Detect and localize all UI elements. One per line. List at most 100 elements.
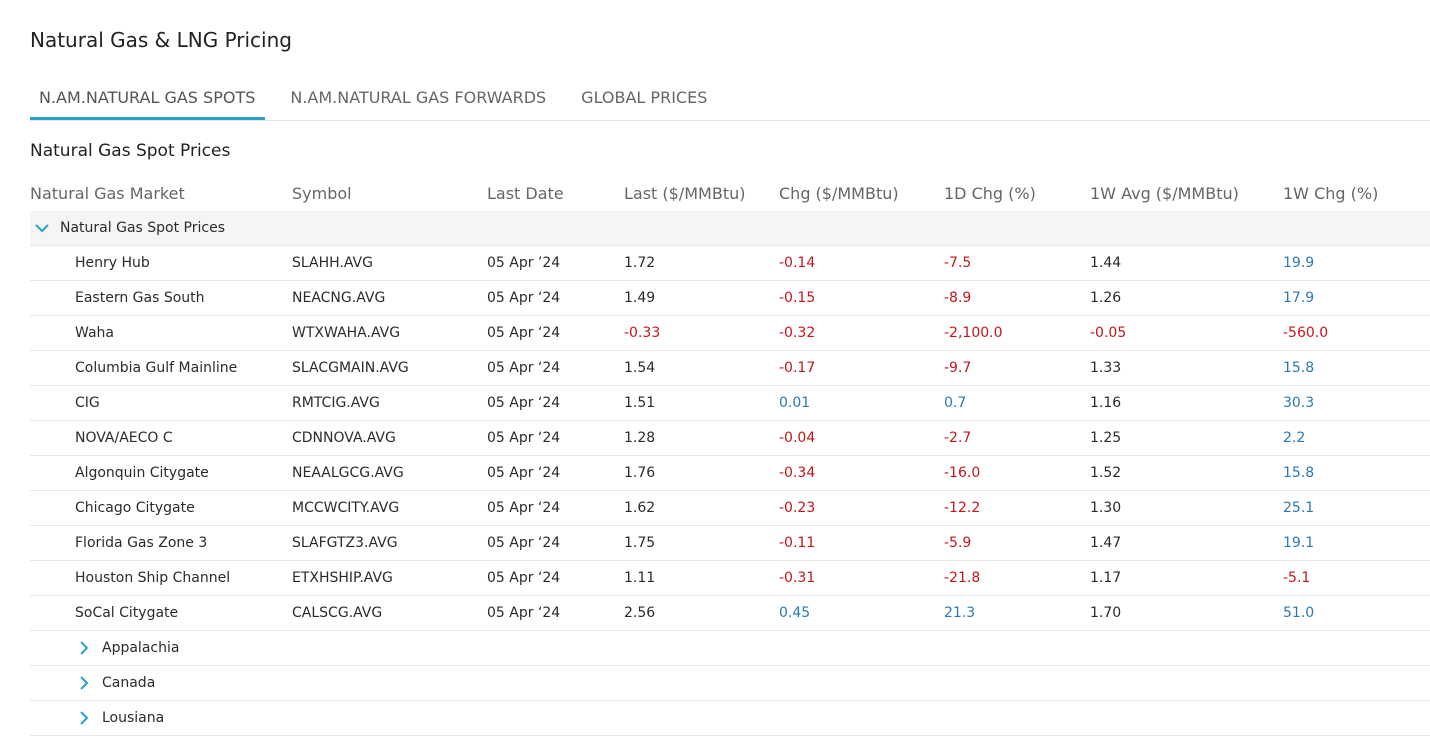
header-row: Natural Gas Market Symbol Last Date Last ($… — [30, 176, 1430, 211]
tab[interactable]: N.AM.NATURAL GAS FORWARDS — [290, 88, 547, 107]
table-cell: 1.76 — [624, 465, 656, 481]
group-row[interactable]: Canada — [30, 666, 1430, 701]
chevron-icon — [80, 641, 89, 655]
column-header[interactable]: 1D Chg (%) — [944, 184, 1036, 203]
table-cell: 1.47 — [1090, 535, 1122, 551]
chevron-right — [80, 641, 89, 655]
table-cell: 05 Apr ‘24 — [487, 570, 561, 586]
data-row: Algonquin Citygate NEAALGCG.AVG 05 Apr ‘24… — [30, 456, 1430, 491]
column-header[interactable]: Natural Gas Market — [30, 184, 185, 203]
table-cell: 1.11 — [624, 570, 656, 586]
table-cell: WTXWAHA.AVG — [292, 325, 401, 341]
table-cell: -0.04 — [779, 430, 816, 446]
column-header[interactable]: 1W Chg (%) — [1283, 184, 1379, 203]
table-cell: 1.75 — [624, 535, 656, 551]
table-cell: SoCal Citygate — [75, 605, 179, 621]
group-row[interactable]: Natural Gas Spot Prices — [30, 211, 1430, 246]
column-header[interactable]: Chg ($/MMBtu) — [779, 184, 899, 203]
group-row[interactable]: Lousiana — [30, 701, 1430, 736]
column-header[interactable]: 1W Avg ($/MMBtu) — [1090, 184, 1239, 203]
table-cell: NOVA/AECO C — [75, 430, 173, 446]
group-label: Canada — [102, 675, 156, 691]
data-row: Henry Hub SLAHH.AVG 05 Apr ’24 1.72 -0.14 -7.… — [30, 246, 1430, 281]
table-cell: -8.9 — [944, 290, 972, 306]
page-title: Natural Gas & LNG Pricing — [30, 28, 292, 52]
tab[interactable]: N.AM.NATURAL GAS SPOTS — [30, 78, 266, 120]
table-cell: Florida Gas Zone 3 — [75, 535, 208, 551]
data-row: Houston Ship Channel ETXHSHIP.AVG 05 Apr ‘… — [30, 561, 1430, 596]
table-cell: 0.01 — [779, 395, 811, 411]
table-cell: 1.62 — [624, 500, 656, 516]
table-cell: 1.44 — [1090, 255, 1122, 271]
table-cell: 05 Apr ‘24 — [487, 500, 561, 516]
table-cell: 05 Apr ‘24 — [487, 605, 561, 621]
table-cell: -560.0 — [1283, 325, 1329, 341]
data-row: Chicago Citygate MCCWCITY.AVG 05 Apr ‘24 1.… — [30, 491, 1430, 526]
table-cell: -21.8 — [944, 570, 981, 586]
table-cell: 1.33 — [1090, 360, 1122, 376]
table-cell: 2.56 — [624, 605, 656, 621]
table-cell: 25.1 — [1283, 500, 1315, 516]
table-cell: Houston Ship Channel — [75, 570, 231, 586]
table-cell: -5.1 — [1283, 570, 1311, 586]
table-cell: 1.17 — [1090, 570, 1122, 586]
chevron-down — [35, 224, 49, 233]
table-cell: CALSCG.AVG — [292, 605, 383, 621]
table-cell: -0.31 — [779, 570, 816, 586]
data-row: Florida Gas Zone 3 SLAFGTZ3.AVG 05 Apr ‘24… — [30, 526, 1430, 561]
table-cell: MCCWCITY.AVG — [292, 500, 400, 516]
group-row[interactable]: Appalachia — [30, 631, 1430, 666]
data-row: Waha WTXWAHA.AVG 05 Apr ‘24 -0.33 -0.32 -2,10… — [30, 316, 1430, 351]
chevron-icon — [80, 676, 89, 690]
table-cell: NEAALGCG.AVG — [292, 465, 404, 481]
tab[interactable]: GLOBAL PRICES — [581, 88, 708, 107]
data-row: Columbia Gulf Mainline SLACGMAIN.AVG 05 Ap… — [30, 351, 1430, 386]
table-cell: SLAFGTZ3.AVG — [292, 535, 398, 551]
table-cell: -5.9 — [944, 535, 972, 551]
table-cell: -0.32 — [779, 325, 816, 341]
table-cell: -12.2 — [944, 500, 981, 516]
tab-bar: N.AM.NATURAL GAS SPOTS N.AM.NATURAL GAS F… — [30, 78, 1430, 121]
table-cell: -9.7 — [944, 360, 972, 376]
table-cell: 05 Apr ‘24 — [487, 465, 561, 481]
table-cell: SLACGMAIN.AVG — [292, 360, 409, 376]
chevron-right — [80, 676, 89, 690]
table-cell: 15.8 — [1283, 360, 1315, 376]
chevron-icon — [35, 224, 49, 233]
table-cell: 21.3 — [944, 605, 976, 621]
table-cell: 05 Apr ‘24 — [487, 430, 561, 446]
column-header[interactable]: Symbol — [292, 184, 352, 203]
data-row: Eastern Gas South NEACNG.AVG 05 Apr ‘24 1.4… — [30, 281, 1430, 316]
table-cell: -2,100.0 — [944, 325, 1003, 341]
table-cell: -0.11 — [779, 535, 816, 551]
chevron-right — [80, 711, 89, 725]
table-cell: -0.14 — [779, 255, 816, 271]
table-cell: CIG — [75, 395, 100, 411]
data-row: CIG RMTCIG.AVG 05 Apr ‘24 1.51 0.01 0.7 1.16 30… — [30, 386, 1430, 421]
table-cell: 0.45 — [779, 605, 811, 621]
table-cell: 0.7 — [944, 395, 967, 411]
table-cell: Waha — [75, 325, 114, 341]
table-cell: Henry Hub — [75, 255, 150, 271]
table-cell: -0.15 — [779, 290, 816, 306]
column-header[interactable]: Last Date — [487, 184, 564, 203]
table-cell: Columbia Gulf Mainline — [75, 360, 238, 376]
group-label: Appalachia — [102, 640, 180, 656]
table-cell: 1.72 — [624, 255, 656, 271]
table-cell: -0.34 — [779, 465, 816, 481]
table-cell: 05 Apr ‘24 — [487, 325, 561, 341]
table-cell: 1.28 — [624, 430, 656, 446]
table-cell: NEACNG.AVG — [292, 290, 386, 306]
table-cell: -0.23 — [779, 500, 816, 516]
table-cell: 1.70 — [1090, 605, 1122, 621]
table-cell: 30.3 — [1283, 395, 1315, 411]
table-cell: 1.49 — [624, 290, 656, 306]
column-header[interactable]: Last ($/MMBtu) — [624, 184, 746, 203]
table-cell: -16.0 — [944, 465, 981, 481]
table-cell: -2.7 — [944, 430, 972, 446]
table-cell: 1.30 — [1090, 500, 1122, 516]
section-title: Natural Gas Spot Prices — [30, 141, 231, 161]
table-cell: 05 Apr ‘24 — [487, 360, 561, 376]
table-cell: Eastern Gas South — [75, 290, 205, 306]
